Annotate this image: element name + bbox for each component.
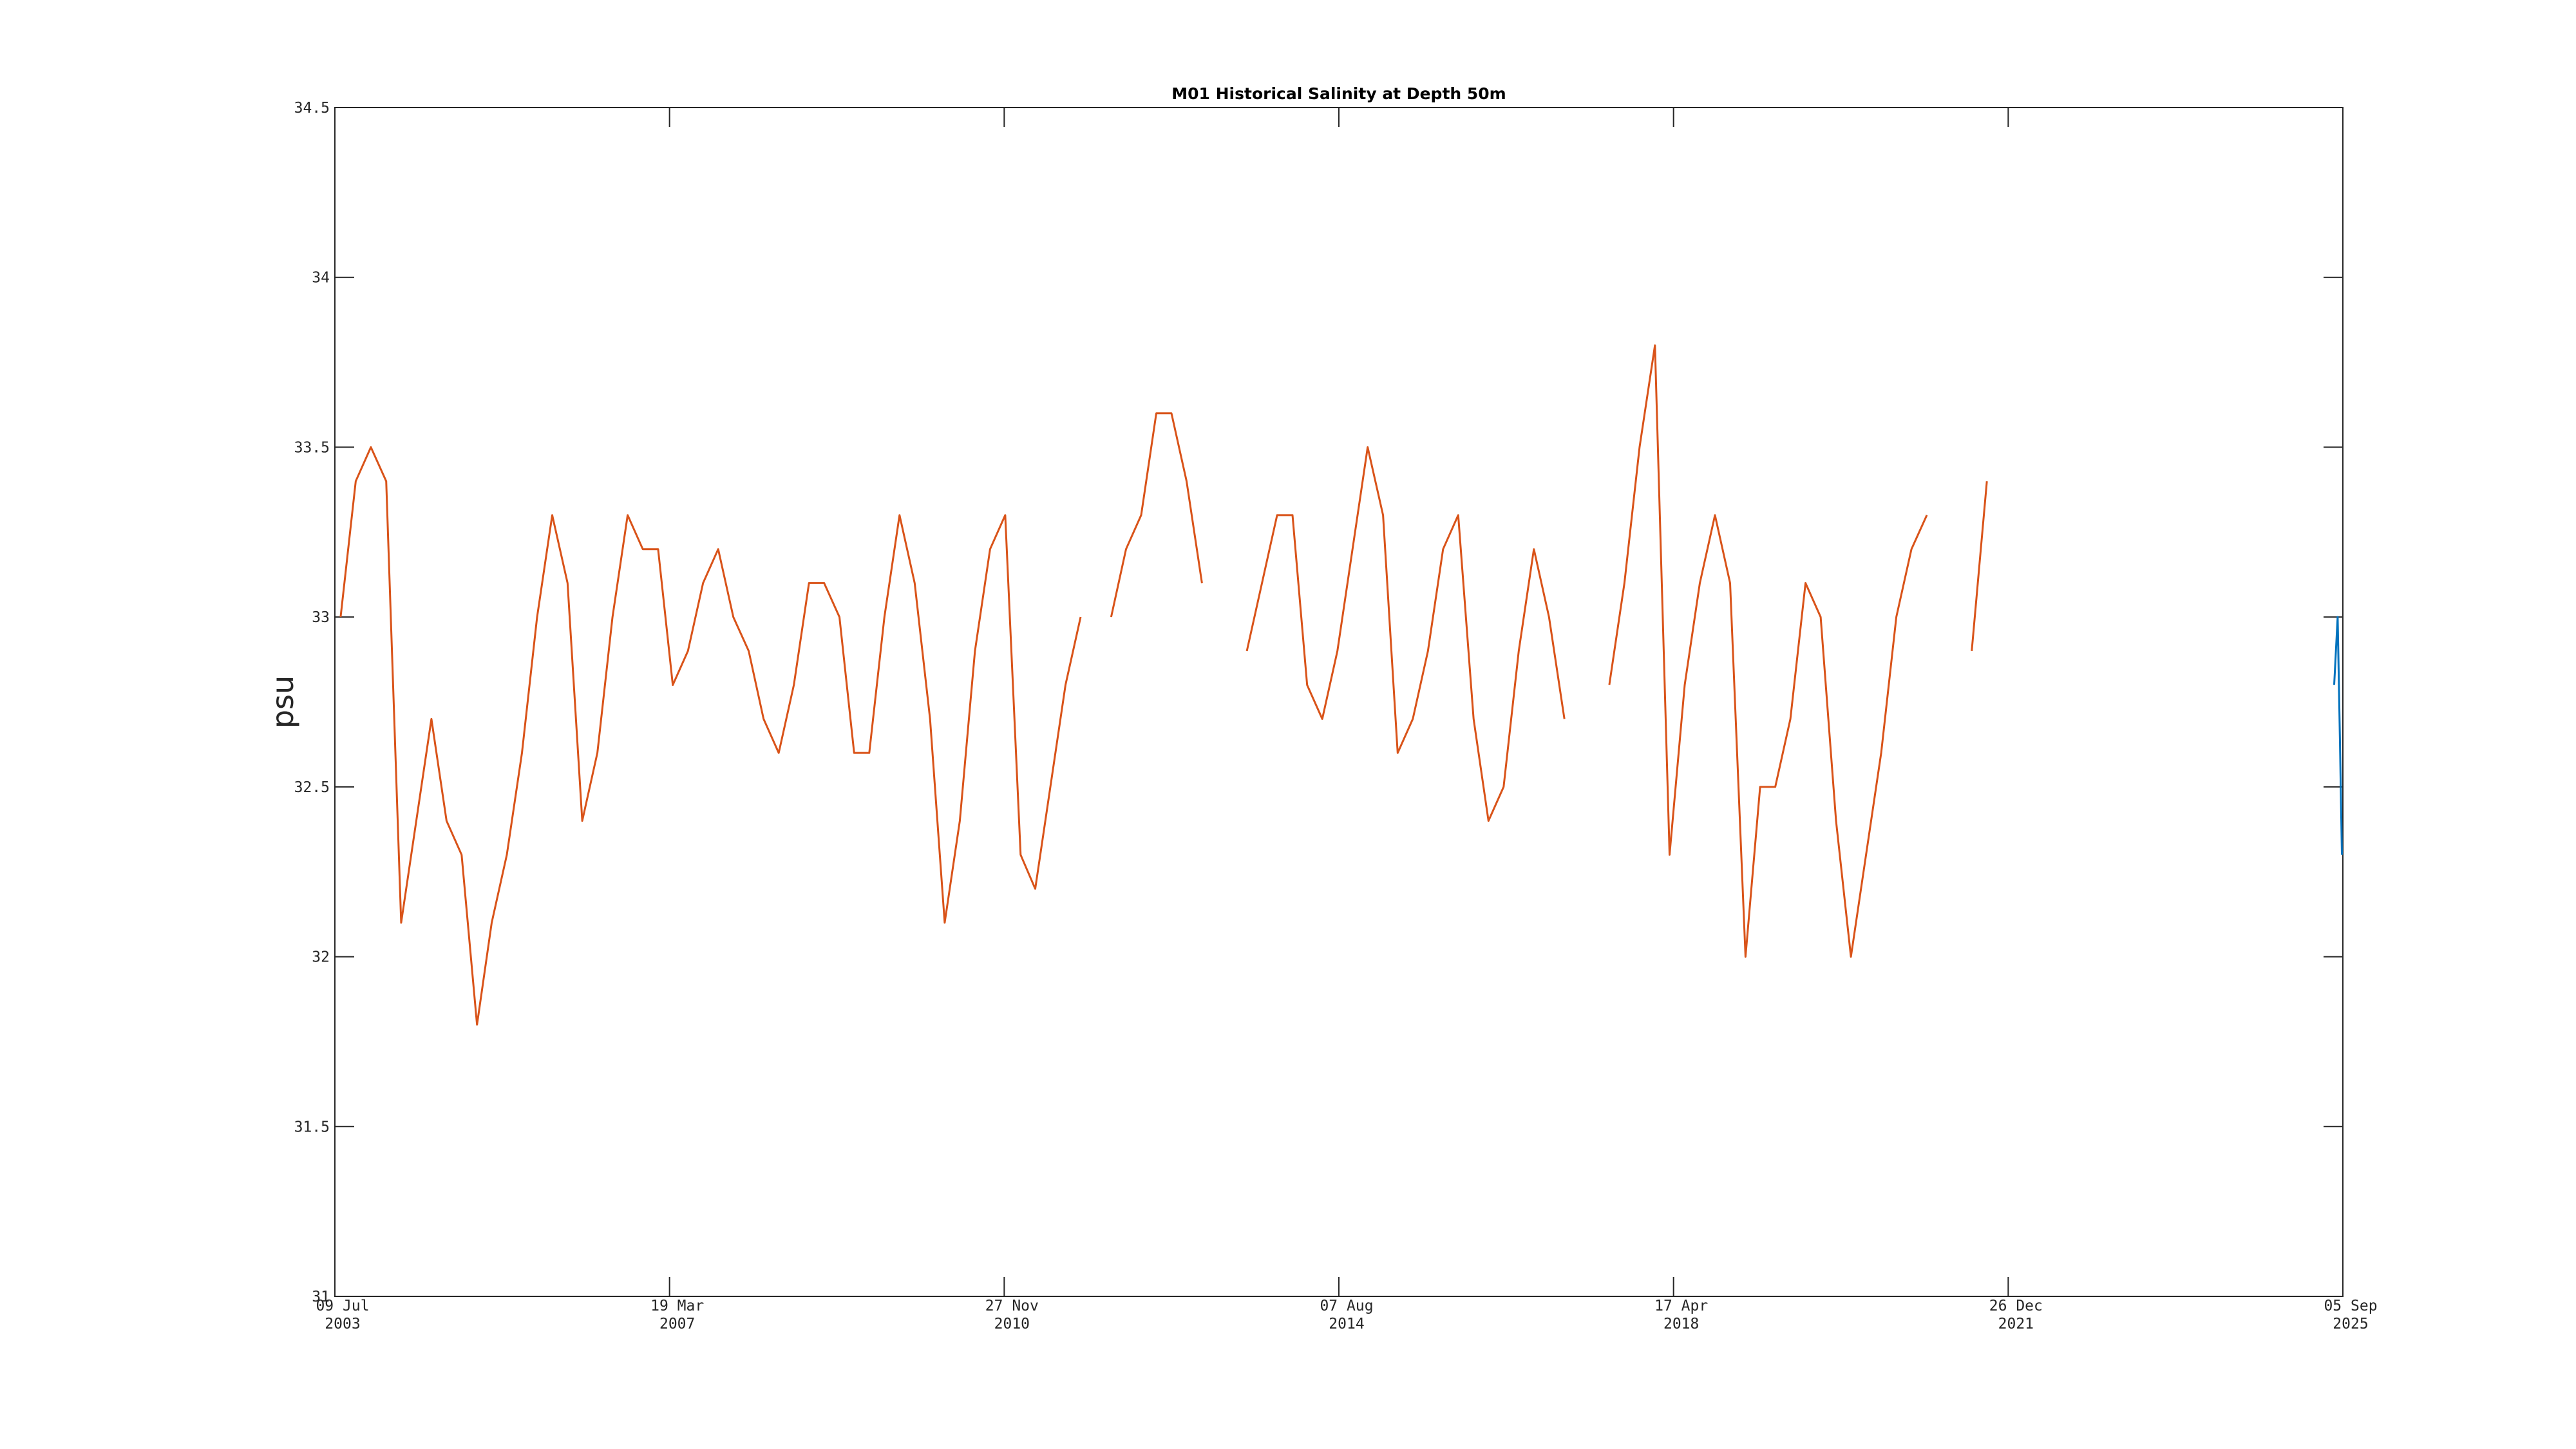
x-tick-label-line: 19 Mar bbox=[650, 1298, 704, 1314]
y-tick-label: 33.5 bbox=[294, 439, 330, 456]
y-axis-label: psu bbox=[265, 676, 300, 728]
x-tick-label-line: 05 Sep bbox=[2324, 1298, 2377, 1314]
series-line bbox=[339, 344, 1988, 1026]
y-tick-label: 31.5 bbox=[294, 1119, 330, 1135]
x-tick-label-line: 2003 bbox=[325, 1316, 360, 1332]
x-tick-label: 07 Aug 2014 bbox=[1320, 1298, 1373, 1332]
x-tick-label: 26 Dec 2021 bbox=[1989, 1298, 2043, 1332]
x-tick-label-line: 27 Nov bbox=[985, 1298, 1039, 1314]
x-tick-label: 09 Jul 2003 bbox=[316, 1298, 369, 1332]
y-tick-label: 32 bbox=[312, 949, 330, 966]
x-tick-label-line: 2025 bbox=[2333, 1316, 2368, 1332]
series-line bbox=[2333, 616, 2343, 855]
x-tick-label-line: 09 Jul bbox=[316, 1298, 369, 1314]
x-tick-label: 17 Apr 2018 bbox=[1654, 1298, 1708, 1332]
x-tick-label-line: 2010 bbox=[994, 1316, 1030, 1332]
x-tick-label: 19 Mar 2007 bbox=[650, 1298, 704, 1332]
y-tick-label: 32.5 bbox=[294, 779, 330, 796]
x-tick-label-line: 07 Aug bbox=[1320, 1298, 1373, 1314]
chart-title: M01 Historical Salinity at Depth 50m bbox=[1171, 84, 1506, 103]
x-tick-label-line: 2021 bbox=[1998, 1316, 2034, 1332]
x-tick-label: 27 Nov 2010 bbox=[985, 1298, 1039, 1332]
x-tick-label-line: 26 Dec bbox=[1989, 1298, 2043, 1314]
x-tick-label-line: 2018 bbox=[1663, 1316, 1699, 1332]
y-tick-label: 33 bbox=[312, 609, 330, 626]
x-tick-label-line: 2007 bbox=[659, 1316, 695, 1332]
x-tick-label-line: 17 Apr bbox=[1654, 1298, 1708, 1314]
y-tick-label: 34.5 bbox=[294, 100, 330, 117]
y-tick-label: 34 bbox=[312, 270, 330, 287]
x-tick-label: 05 Sep 2025 bbox=[2324, 1298, 2377, 1332]
x-tick-label-line: 2014 bbox=[1329, 1316, 1364, 1332]
y-tick-label: 31 bbox=[312, 1289, 330, 1305]
